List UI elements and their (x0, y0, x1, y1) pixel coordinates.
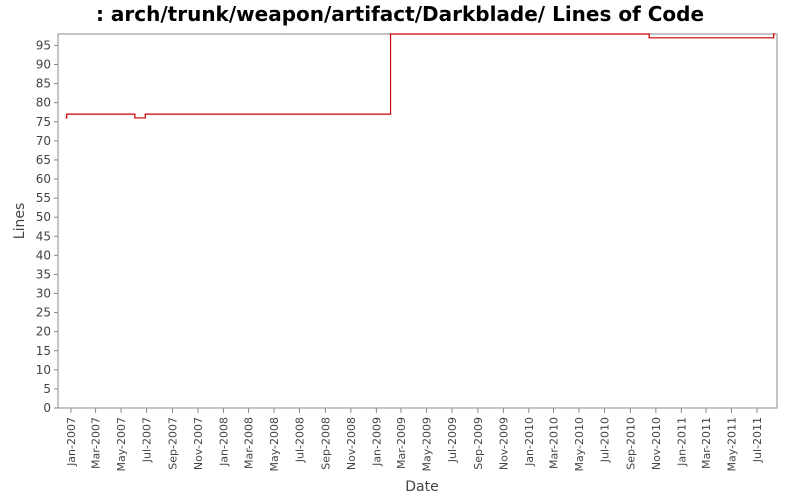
x-tick-label: Jul-2011 (751, 417, 764, 463)
x-tick-label: Sep-2007 (166, 417, 179, 470)
plot-area (57, 33, 778, 409)
x-tick-label: May-2011 (725, 417, 738, 472)
x-tick-label: Sep-2010 (624, 417, 637, 470)
series-line (65, 33, 775, 119)
x-tick-label: Jan-2009 (370, 417, 383, 467)
y-tick-label: 0 (43, 401, 51, 415)
y-tick-label: 5 (43, 382, 51, 396)
y-tick-label: 90 (36, 58, 51, 72)
y-tick-label: 80 (36, 96, 51, 110)
y-tick-label: 35 (36, 267, 51, 281)
y-tick-label: 85 (36, 77, 51, 91)
x-tick-label: Jul-2007 (141, 417, 154, 463)
x-tick-label: Nov-2007 (192, 417, 205, 470)
data-point (648, 37, 650, 39)
x-tick-label: Nov-2009 (497, 417, 510, 470)
data-point (134, 117, 136, 119)
x-tick-label: Mar-2009 (395, 417, 408, 469)
data-point (66, 113, 68, 115)
x-tick-label: Jan-2008 (217, 417, 230, 467)
x-tick-label: Jul-2008 (293, 417, 306, 463)
data-point (144, 113, 146, 115)
y-tick-label: 50 (36, 210, 51, 224)
x-tick-label: Sep-2009 (472, 417, 485, 470)
y-axis: 0 5 10 15 20 25 30 35 40 45 50 55 60 65 70 75 80 85 90 95 (36, 38, 58, 415)
y-tick-label: 15 (36, 344, 51, 358)
y-tick-label: 30 (36, 287, 51, 301)
x-tick-label: May-2009 (420, 417, 433, 472)
x-tick-label: Mar-2010 (547, 417, 560, 469)
series-layer (65, 33, 776, 119)
data-point (773, 33, 775, 35)
x-tick-label: Sep-2008 (319, 417, 332, 470)
y-tick-label: 10 (36, 363, 51, 377)
chart-title: : arch/trunk/weapon/artifact/Darkblade/ … (96, 2, 704, 26)
y-tick-label: 60 (36, 172, 51, 186)
x-tick-label: Mar-2008 (243, 417, 256, 469)
y-tick-label: 95 (36, 38, 51, 52)
y-tick-label: 45 (36, 229, 51, 243)
y-tick-label: 25 (36, 306, 51, 320)
x-axis-label: Date (405, 479, 438, 495)
x-tick-label: May-2008 (268, 417, 281, 472)
x-tick-label: Nov-2008 (345, 417, 358, 470)
x-axis: Jan-2007 Mar-2007 May-2007 Jul-2007 Sep-2007… (58, 407, 777, 472)
x-tick-label: May-2007 (115, 417, 128, 472)
x-tick-label: Mar-2007 (90, 417, 103, 469)
x-tick-label: Jan-2011 (675, 417, 688, 467)
y-tick-label: 40 (36, 248, 51, 262)
y-tick-label: 20 (36, 325, 51, 339)
y-tick-label: 65 (36, 153, 51, 167)
x-tick-label: Jan-2007 (65, 417, 78, 467)
y-axis-label: Lines (12, 203, 28, 239)
x-tick-label: Jul-2010 (598, 417, 611, 463)
x-tick-label: Jul-2009 (446, 417, 459, 463)
x-tick-label: Jan-2010 (523, 417, 536, 467)
y-tick-label: 75 (36, 115, 51, 129)
x-tick-label: Nov-2010 (650, 417, 663, 470)
data-point (389, 33, 392, 35)
data-point (65, 117, 67, 119)
y-tick-label: 70 (36, 134, 51, 148)
x-tick-label: May-2010 (573, 417, 586, 472)
y-tick-label: 55 (36, 191, 51, 205)
data-point (773, 33, 776, 35)
x-tick-label: Mar-2011 (700, 417, 713, 469)
